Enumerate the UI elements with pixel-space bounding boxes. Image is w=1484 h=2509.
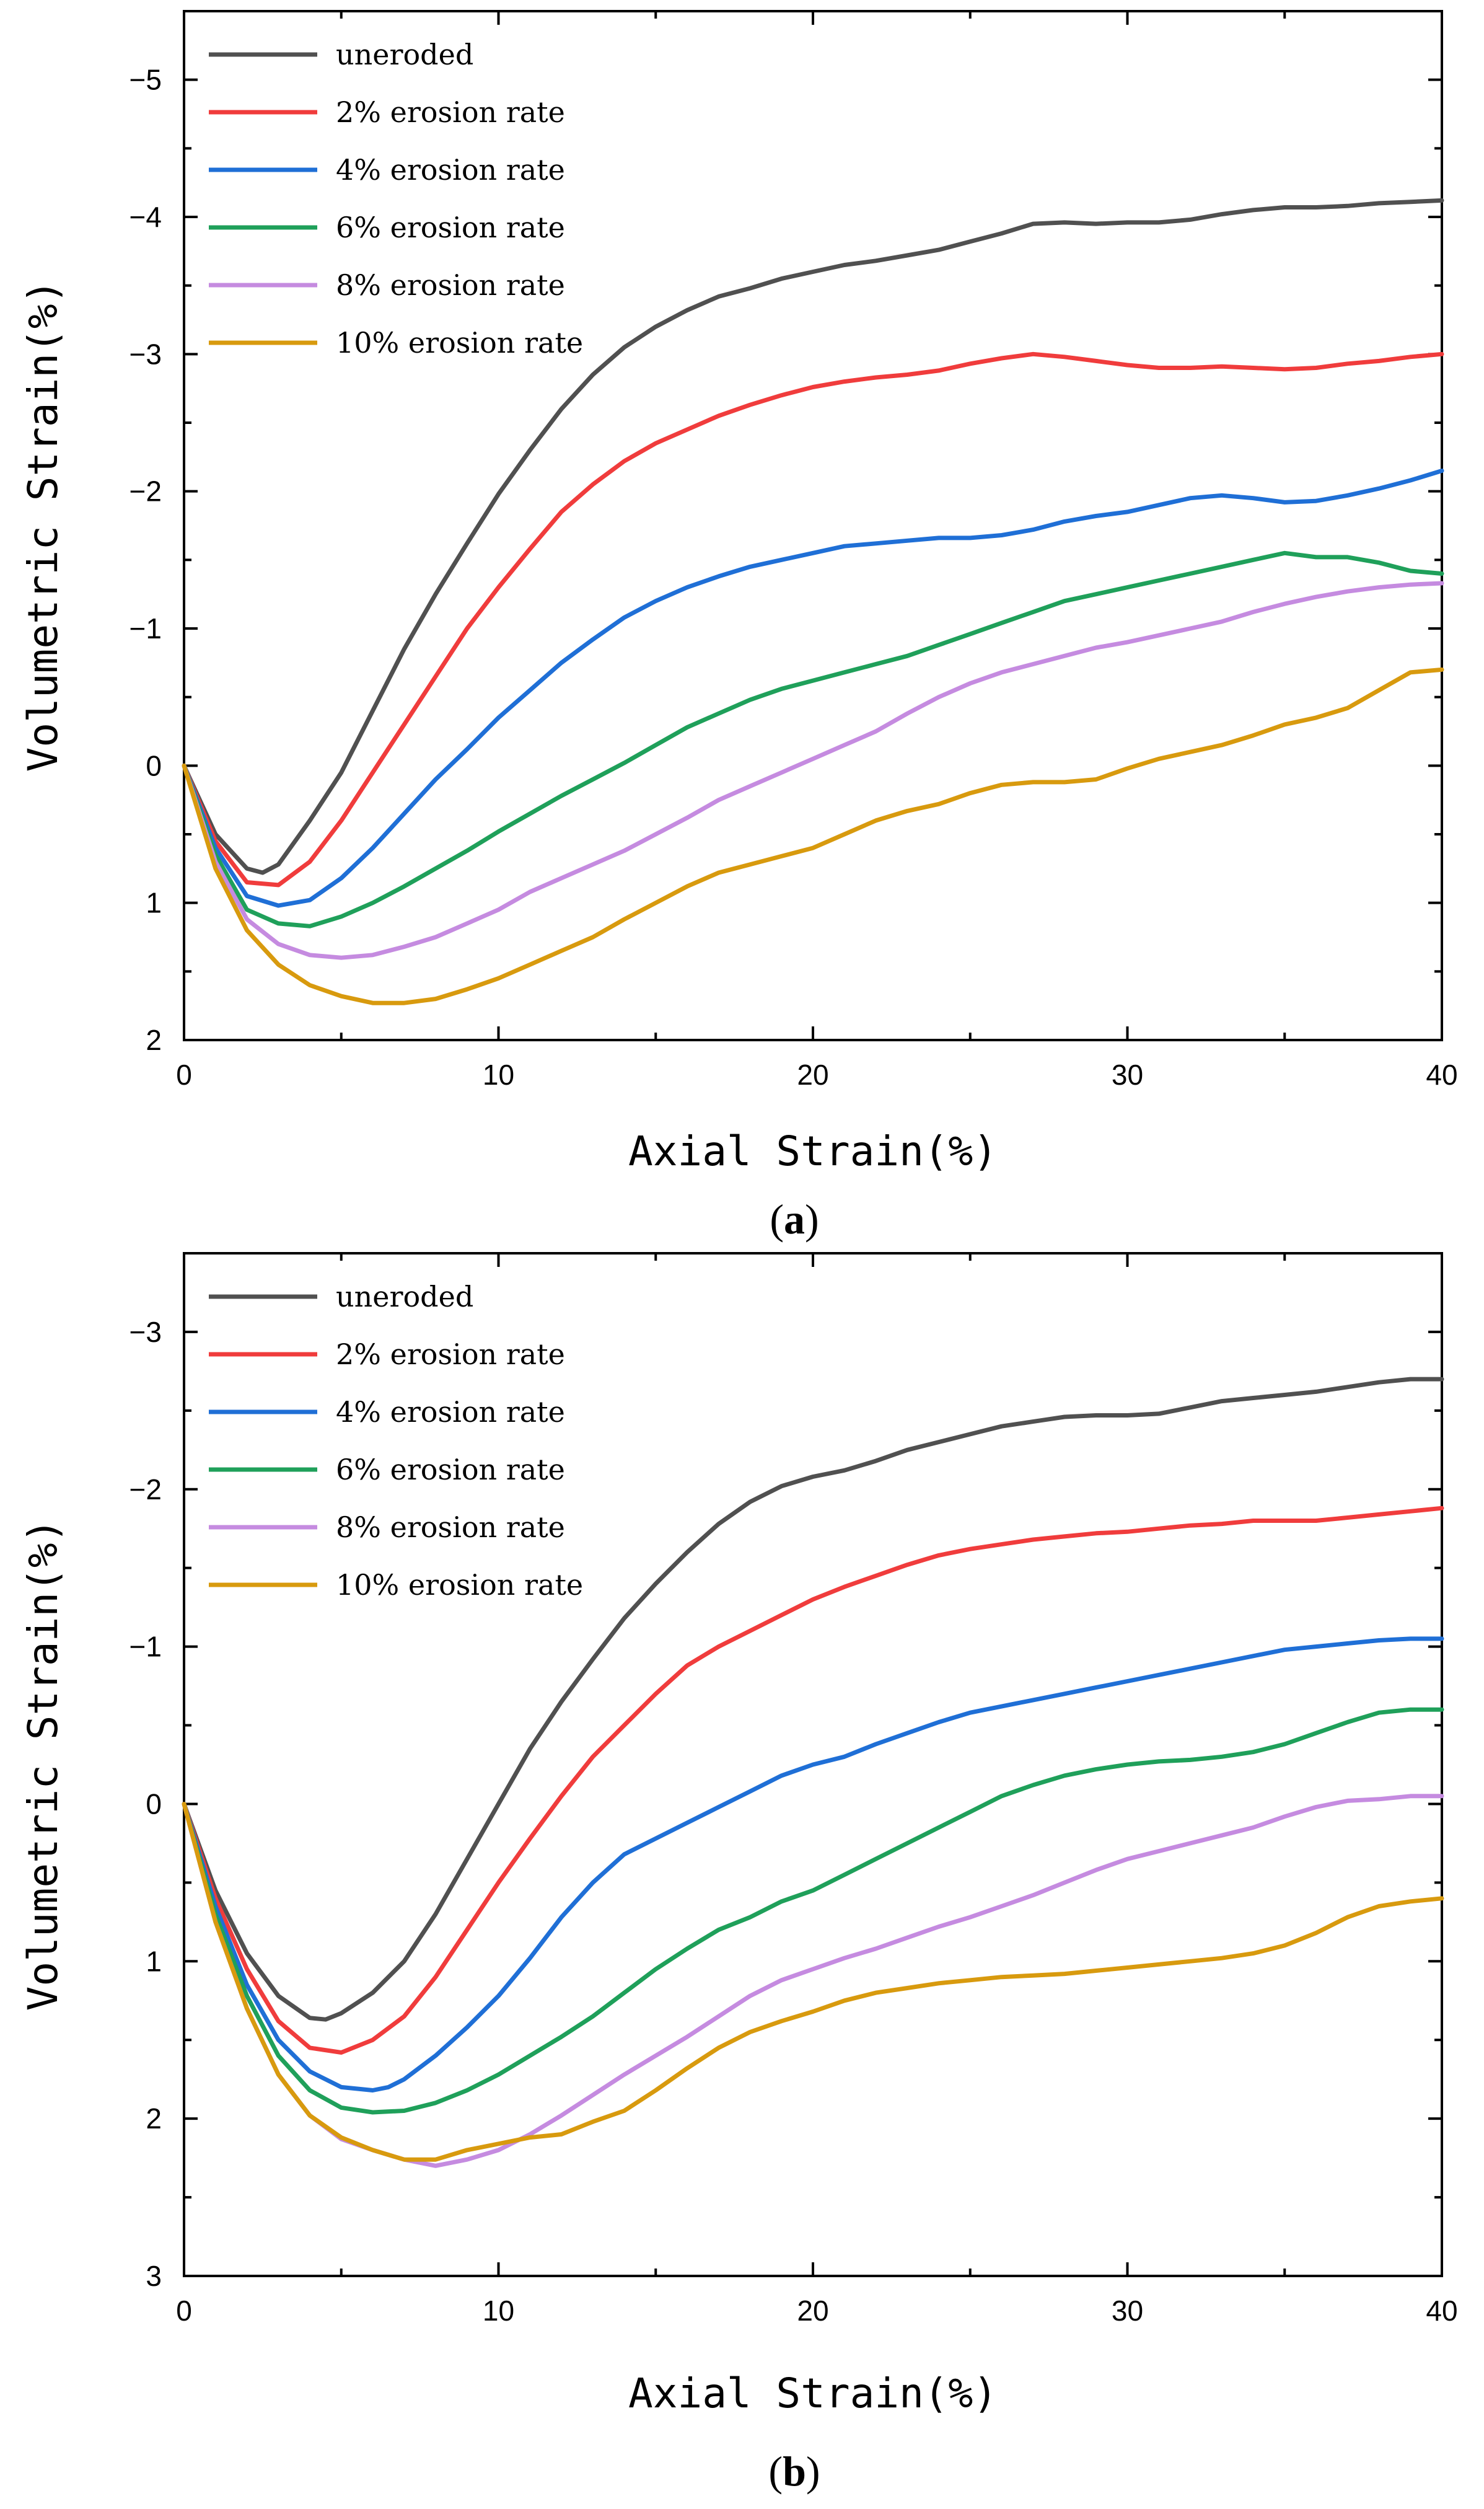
y-tick-label: 0 xyxy=(146,1788,162,1820)
legend-label-2: 4% erosion rate xyxy=(336,1395,565,1429)
x-tick-label: 40 xyxy=(1426,1059,1457,1091)
x-tick-label: 40 xyxy=(1426,2295,1457,2327)
x-tick-label: 20 xyxy=(797,2295,828,2327)
y-tick-label: 2 xyxy=(146,1024,162,1056)
legend-label-0: uneroded xyxy=(336,1280,473,1313)
y-tick-label: 3 xyxy=(146,2260,162,2292)
legend-label-5: 10% erosion rate xyxy=(336,1568,583,1602)
y-tick-label: −3 xyxy=(130,338,162,370)
y-tick-label: −4 xyxy=(130,201,162,233)
legend-label-4: 8% erosion rate xyxy=(336,1510,565,1544)
series-line-0 xyxy=(182,1377,1444,2022)
y-axis-title: Volumetric Strain(%) xyxy=(19,280,67,772)
series-line-5 xyxy=(182,667,1444,1005)
legend-label-0: uneroded xyxy=(336,38,473,71)
y-tick-label: −1 xyxy=(130,1631,162,1663)
x-tick-label: 0 xyxy=(176,2295,192,2327)
legend-label-5: 10% erosion rate xyxy=(336,326,583,359)
legend-label-3: 6% erosion rate xyxy=(336,1453,565,1486)
series-line-0 xyxy=(182,198,1444,875)
series-line-1 xyxy=(182,1506,1444,2055)
legend-label-4: 8% erosion rate xyxy=(336,268,565,302)
legend-label-1: 2% erosion rate xyxy=(336,95,565,129)
y-tick-label: −3 xyxy=(130,1316,162,1348)
x-tick-label: 0 xyxy=(176,1059,192,1091)
x-tick-label: 20 xyxy=(797,1059,828,1091)
x-axis-title: Axial Strain(%) xyxy=(628,1127,998,1175)
legend-label-1: 2% erosion rate xyxy=(336,1338,565,1371)
series-line-4 xyxy=(182,581,1444,960)
x-tick-label: 10 xyxy=(483,2295,514,2327)
y-tick-label: −2 xyxy=(130,1473,162,1506)
y-tick-label: 1 xyxy=(146,887,162,919)
y-tick-label: −5 xyxy=(130,64,162,96)
x-tick-label: 30 xyxy=(1112,1059,1143,1091)
series-line-2 xyxy=(182,1636,1444,2092)
series-line-3 xyxy=(182,1707,1444,2115)
legend-label-2: 4% erosion rate xyxy=(336,153,565,187)
x-axis-title: Axial Strain(%) xyxy=(628,2370,998,2417)
caption: (a) xyxy=(770,1196,819,1243)
series-line-1 xyxy=(182,351,1444,888)
y-tick-label: −1 xyxy=(130,612,162,645)
series-line-2 xyxy=(182,469,1444,908)
x-tick-label: 30 xyxy=(1112,2295,1143,2327)
caption-letter: b xyxy=(783,2448,806,2495)
series-line-3 xyxy=(182,550,1444,928)
caption: (b) xyxy=(768,2448,820,2495)
y-tick-label: 0 xyxy=(146,749,162,782)
y-tick-label: 2 xyxy=(146,2102,162,2135)
series-line-5 xyxy=(182,1802,1444,2162)
y-tick-label: −2 xyxy=(130,475,162,508)
x-tick-label: 10 xyxy=(483,1059,514,1091)
legend-label-3: 6% erosion rate xyxy=(336,211,565,244)
y-axis-title: Volumetric Strain(%) xyxy=(19,1519,67,2011)
y-tick-label: 1 xyxy=(146,1945,162,1977)
caption-letter: a xyxy=(784,1196,805,1243)
